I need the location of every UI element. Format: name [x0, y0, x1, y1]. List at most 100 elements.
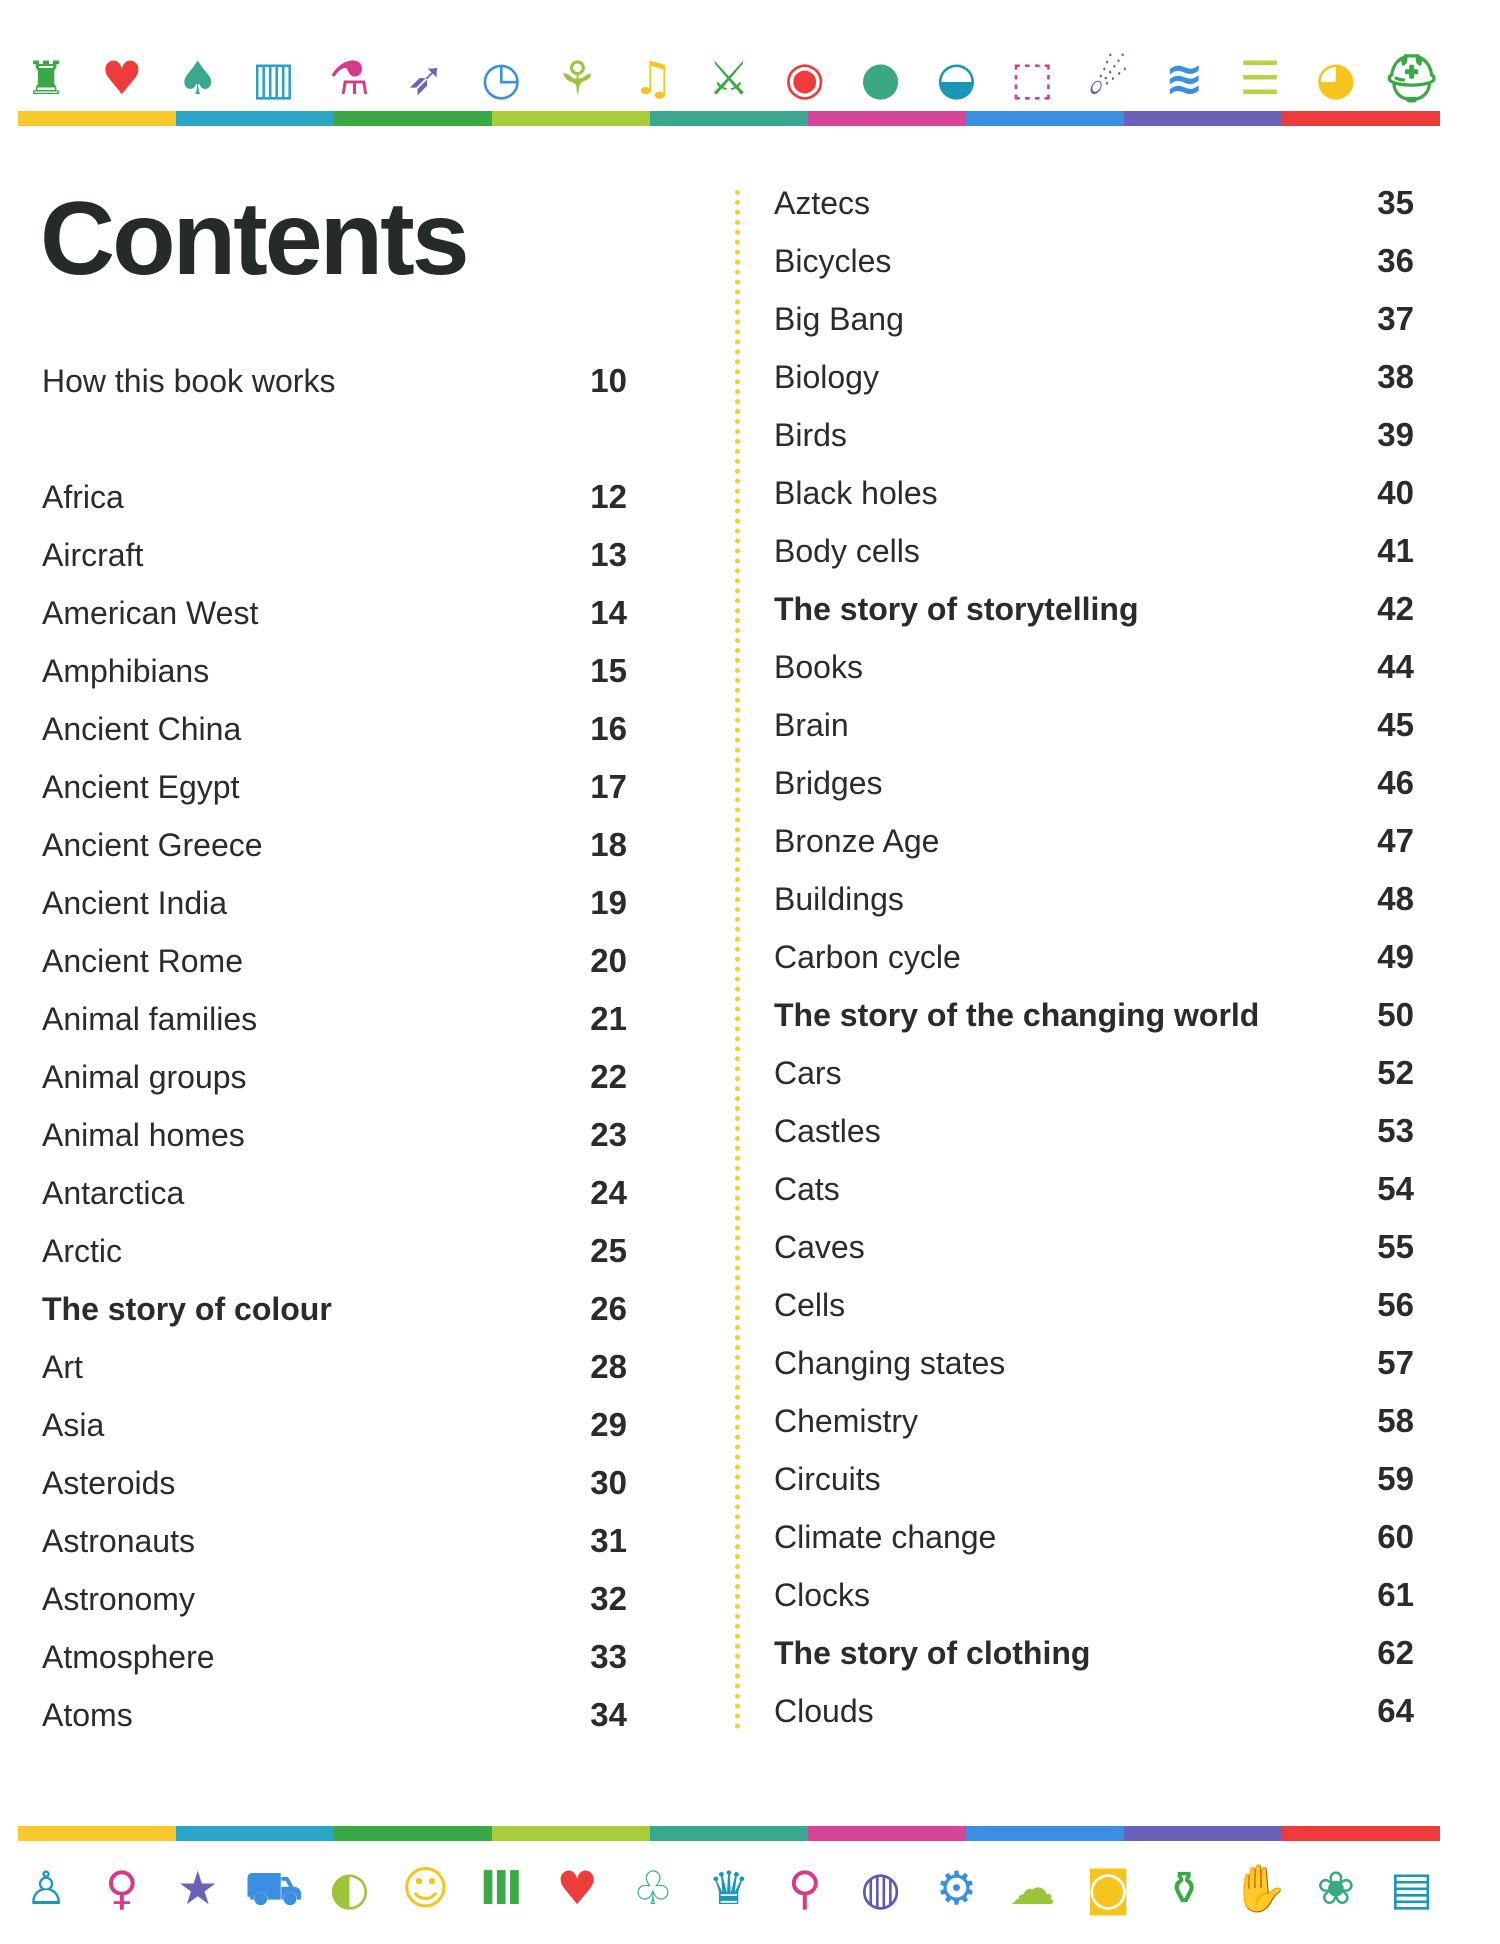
toc-entry[interactable]: Animal families 21 — [42, 1000, 627, 1038]
top-color-bar — [18, 111, 1440, 126]
storm-cloud-icon: ☁ — [1009, 1861, 1056, 1915]
entry-page: 14 — [590, 594, 627, 631]
toc-entry[interactable]: Astronomy 32 — [42, 1580, 627, 1618]
toc-entry[interactable]: American West 14 — [42, 594, 627, 632]
entry-title: Castles — [774, 1113, 881, 1149]
toc-entry[interactable]: The story of clothing 62 — [774, 1634, 1414, 1672]
color-bar-segment — [1282, 1826, 1440, 1841]
toc-entry[interactable]: Castles 53 — [774, 1112, 1414, 1150]
toc-entry-intro[interactable]: How this book works 10 — [42, 362, 627, 400]
toc-entry[interactable]: Antarctica 24 — [42, 1174, 627, 1212]
toc-entry[interactable]: Carbon cycle 49 — [774, 938, 1414, 976]
entry-title: Aztecs — [774, 185, 871, 221]
toc-entry[interactable]: Bicycles 36 — [774, 242, 1414, 280]
vase-icon: ⚱ — [1164, 1861, 1204, 1915]
entry-title: Atmosphere — [42, 1639, 215, 1675]
toc-entry[interactable]: Caves 55 — [774, 1228, 1414, 1266]
entry-page: 54 — [1377, 1170, 1414, 1207]
entry-title: Climate change — [774, 1519, 997, 1555]
paw-icon: ❀ — [1316, 1861, 1356, 1915]
color-bar-segment — [650, 111, 808, 126]
toc-entry[interactable]: The story of the changing world 50 — [774, 996, 1414, 1034]
toc-entry[interactable]: Atmosphere 33 — [42, 1638, 627, 1676]
toc-entry[interactable]: Bronze Age 47 — [774, 822, 1414, 860]
entry-title: The story of colour — [42, 1291, 332, 1327]
toc-entry[interactable]: Art 28 — [42, 1348, 627, 1386]
entry-title: Clocks — [774, 1577, 871, 1613]
leaf-icon: ♧ — [632, 1861, 674, 1915]
entry-page: 30 — [590, 1464, 627, 1501]
toc-entry[interactable]: Cells 56 — [774, 1286, 1414, 1324]
entry-page: 29 — [590, 1406, 627, 1443]
entry-title: Bronze Age — [774, 823, 940, 859]
entry-title: Caves — [774, 1229, 865, 1265]
entry-page: 12 — [590, 478, 627, 515]
toc-entry[interactable]: Africa 12 — [42, 478, 627, 516]
toc-entry[interactable]: Atoms 34 — [42, 1696, 627, 1734]
color-bar-segment — [966, 111, 1124, 126]
entry-page: 24 — [590, 1174, 627, 1211]
color-bar-segment — [808, 111, 966, 126]
toc-entry[interactable]: Asia 29 — [42, 1406, 627, 1444]
entry-page: 61 — [1377, 1576, 1414, 1613]
toc-entry[interactable]: Big Bang 37 — [774, 300, 1414, 338]
toc-entry[interactable]: Body cells 41 — [774, 532, 1414, 570]
color-bar-segment — [334, 111, 492, 126]
toc-entry[interactable]: Bridges 46 — [774, 764, 1414, 802]
toc-entry[interactable]: Asteroids 30 — [42, 1464, 627, 1502]
entry-title: American West — [42, 595, 259, 631]
toc-entry[interactable]: Books 44 — [774, 648, 1414, 686]
toc-entry[interactable]: Chemistry 58 — [774, 1402, 1414, 1440]
rocket-icon: ➶ — [406, 51, 445, 105]
toc-entry[interactable]: Clocks 61 — [774, 1576, 1414, 1614]
toc-entry[interactable]: Arctic 25 — [42, 1232, 627, 1270]
color-bar-segment — [1124, 111, 1282, 126]
color-bar-segment — [650, 1826, 808, 1841]
entry-page: 58 — [1377, 1402, 1414, 1439]
entry-page: 32 — [590, 1580, 627, 1617]
toc-entry[interactable]: The story of colour 26 — [42, 1290, 627, 1328]
toc-entry[interactable]: Ancient China 16 — [42, 710, 627, 748]
entry-page: 10 — [590, 362, 627, 399]
wave-icon: ◒ — [936, 51, 977, 105]
color-bar-segment — [1124, 1826, 1282, 1841]
star-icon: ★ — [177, 1861, 219, 1915]
toc-entry[interactable]: Animal homes 23 — [42, 1116, 627, 1154]
toc-entry[interactable]: Ancient Egypt 17 — [42, 768, 627, 806]
toc-entry[interactable]: Aircraft 13 — [42, 536, 627, 574]
toc-entry[interactable]: Amphibians 15 — [42, 652, 627, 690]
color-bar-segment — [1282, 111, 1440, 126]
entry-title: The story of clothing — [774, 1635, 1091, 1671]
entry-page: 33 — [590, 1638, 627, 1675]
toc-entry[interactable]: Astronauts 31 — [42, 1522, 627, 1560]
apple-icon: ● — [860, 51, 901, 105]
toc-entry[interactable]: Brain 45 — [774, 706, 1414, 744]
entry-page: 45 — [1377, 706, 1414, 743]
entry-page: 35 — [1377, 184, 1414, 221]
entry-title: Cells — [774, 1287, 846, 1323]
toc-entry[interactable]: Changing states 57 — [774, 1344, 1414, 1382]
toc-entry[interactable]: Birds 39 — [774, 416, 1414, 454]
entry-page: 55 — [1377, 1228, 1414, 1265]
entry-title: Africa — [42, 479, 124, 515]
bottom-icon-strip: ♙ ♀ ★ ⛟ ◐ ☺ Ⅲ ♥ ♧ ♛ ⚲ ◍ ⚙ ☁ ◙ ⚱ ✋ ❀ ▤ — [14, 1856, 1444, 1920]
toc-entry[interactable]: The story of storytelling 42 — [774, 590, 1414, 628]
toc-entry[interactable]: Climate change 60 — [774, 1518, 1414, 1556]
toc-entry[interactable]: Buildings 48 — [774, 880, 1414, 918]
entry-title: Big Bang — [774, 301, 904, 337]
toc-entry[interactable]: Cats 54 — [774, 1170, 1414, 1208]
camera-icon: ◙ — [1085, 1861, 1131, 1915]
toc-entry[interactable]: Clouds 64 — [774, 1692, 1414, 1730]
entry-page: 60 — [1377, 1518, 1414, 1555]
entry-page: 19 — [590, 884, 627, 921]
toc-entry[interactable]: Cars 52 — [774, 1054, 1414, 1092]
toc-entry[interactable]: Biology 38 — [774, 358, 1414, 396]
toc-entry[interactable]: Ancient Rome 20 — [42, 942, 627, 980]
toc-entry[interactable]: Aztecs 35 — [774, 184, 1414, 222]
toc-entry[interactable]: Animal groups 22 — [42, 1058, 627, 1096]
entry-title: Brain — [774, 707, 849, 743]
toc-entry[interactable]: Circuits 59 — [774, 1460, 1414, 1498]
toc-entry[interactable]: Ancient India 19 — [42, 884, 627, 922]
toc-entry[interactable]: Ancient Greece 18 — [42, 826, 627, 864]
toc-entry[interactable]: Black holes 40 — [774, 474, 1414, 512]
